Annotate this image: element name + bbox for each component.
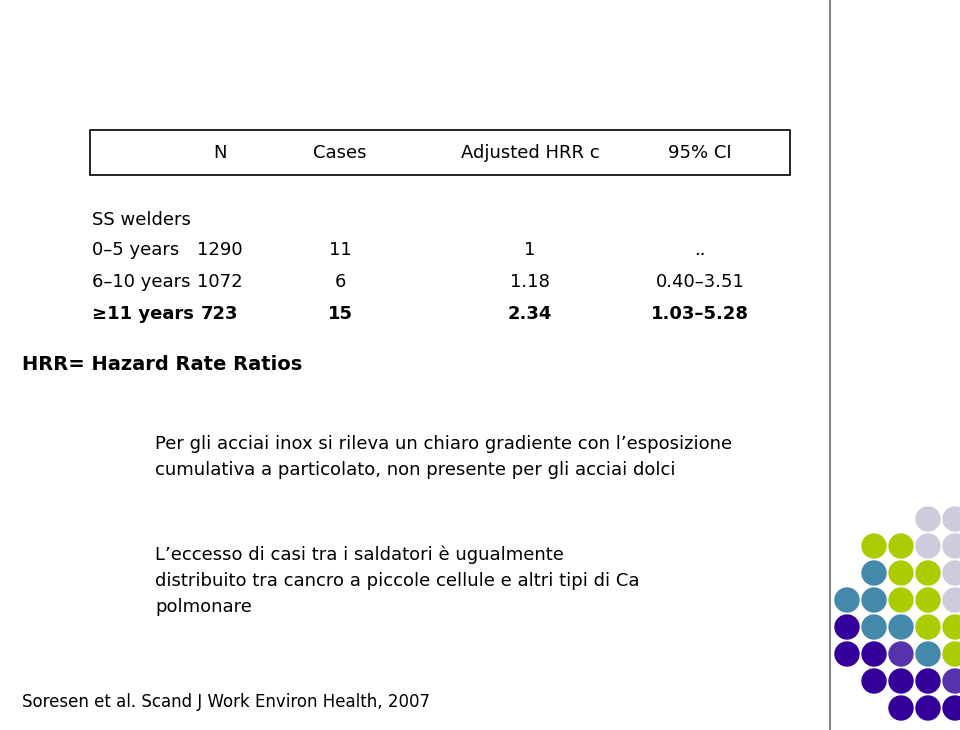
Circle shape: [889, 696, 913, 720]
Text: 11: 11: [328, 241, 351, 259]
Circle shape: [889, 669, 913, 693]
Circle shape: [916, 696, 940, 720]
Circle shape: [943, 507, 960, 531]
Circle shape: [835, 642, 859, 666]
Circle shape: [916, 669, 940, 693]
Circle shape: [889, 534, 913, 558]
Circle shape: [916, 561, 940, 585]
Text: L’eccesso di casi tra i saldatori è ugualmente
distribuito tra cancro a piccole : L’eccesso di casi tra i saldatori è ugua…: [155, 545, 639, 616]
Text: N: N: [213, 144, 227, 161]
Circle shape: [889, 615, 913, 639]
Circle shape: [943, 561, 960, 585]
Text: 1290: 1290: [197, 241, 243, 259]
Text: 15: 15: [327, 305, 352, 323]
Text: 723: 723: [202, 305, 239, 323]
Text: 6: 6: [334, 273, 346, 291]
Text: 1.18: 1.18: [510, 273, 550, 291]
Text: Per gli acciai inox si rileva un chiaro gradiente con l’esposizione
cumulativa a: Per gli acciai inox si rileva un chiaro …: [155, 435, 732, 480]
Text: HRR= Hazard Rate Ratios: HRR= Hazard Rate Ratios: [22, 356, 302, 374]
Text: 1: 1: [524, 241, 536, 259]
Text: 95% CI: 95% CI: [668, 144, 732, 161]
Circle shape: [916, 507, 940, 531]
Circle shape: [835, 615, 859, 639]
Circle shape: [862, 561, 886, 585]
Text: Adjusted HRR c: Adjusted HRR c: [461, 144, 599, 161]
Text: ..: ..: [694, 241, 706, 259]
Text: Soresen et al. Scand J Work Environ Health, 2007: Soresen et al. Scand J Work Environ Heal…: [22, 693, 430, 711]
Text: 0–5 years: 0–5 years: [92, 241, 180, 259]
Circle shape: [862, 534, 886, 558]
Text: ≥11 years: ≥11 years: [92, 305, 194, 323]
Circle shape: [889, 642, 913, 666]
Circle shape: [889, 588, 913, 612]
Text: 2.34: 2.34: [508, 305, 552, 323]
Circle shape: [916, 615, 940, 639]
Text: SS welders: SS welders: [92, 211, 191, 229]
Circle shape: [862, 642, 886, 666]
Circle shape: [889, 561, 913, 585]
Text: 6–10 years: 6–10 years: [92, 273, 190, 291]
Circle shape: [943, 615, 960, 639]
Circle shape: [943, 696, 960, 720]
Text: 1072: 1072: [197, 273, 243, 291]
Text: 0.40–3.51: 0.40–3.51: [656, 273, 744, 291]
Circle shape: [943, 642, 960, 666]
Circle shape: [862, 588, 886, 612]
Circle shape: [943, 588, 960, 612]
Circle shape: [916, 642, 940, 666]
Text: Cases: Cases: [313, 144, 367, 161]
Text: 1.03–5.28: 1.03–5.28: [651, 305, 749, 323]
Circle shape: [862, 669, 886, 693]
Circle shape: [916, 588, 940, 612]
FancyBboxPatch shape: [90, 130, 790, 175]
Circle shape: [943, 534, 960, 558]
Circle shape: [862, 615, 886, 639]
Circle shape: [916, 534, 940, 558]
Circle shape: [835, 588, 859, 612]
Circle shape: [943, 669, 960, 693]
